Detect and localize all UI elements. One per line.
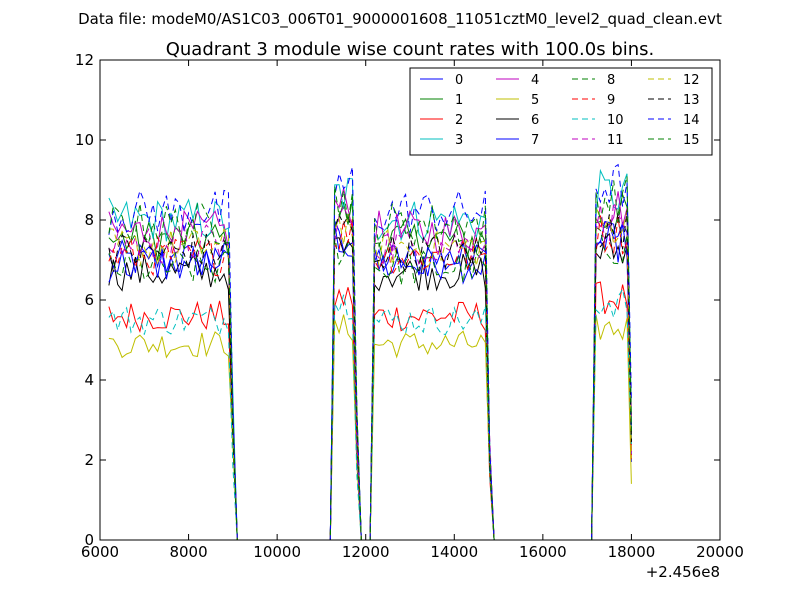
- legend-label-9: 9: [607, 93, 615, 108]
- series-line-14: [108, 163, 632, 541]
- series-line-10: [108, 287, 632, 541]
- chart-title: Quadrant 3 module wise count rates with …: [166, 39, 655, 60]
- series-line-13: [108, 210, 632, 541]
- x-tick-label: 20000: [696, 543, 744, 561]
- x-tick-label: 10000: [253, 543, 301, 561]
- legend-label-0: 0: [455, 73, 463, 88]
- legend-label-4: 4: [531, 73, 539, 88]
- series-line-3: [108, 168, 632, 541]
- y-tick-label: 2: [84, 451, 94, 469]
- legend-label-6: 6: [531, 113, 539, 128]
- legend-label-10: 10: [607, 113, 624, 128]
- x-tick-label: 12000: [342, 543, 390, 561]
- legend-label-14: 14: [683, 113, 700, 128]
- y-tick-label: 12: [75, 51, 94, 69]
- x-tick-label: 16000: [519, 543, 567, 561]
- legend-label-7: 7: [531, 133, 539, 148]
- legend-box: [409, 67, 713, 156]
- plot-area: [108, 163, 632, 541]
- legend-label-8: 8: [607, 73, 615, 88]
- series-line-9: [108, 215, 632, 541]
- y-tick-label: 0: [84, 531, 94, 549]
- legend-label-11: 11: [607, 133, 624, 148]
- series-line-0: [108, 221, 632, 541]
- x-tick-label: 6000: [81, 543, 119, 561]
- legend-label-12: 12: [683, 73, 700, 88]
- y-tick-label: 8: [84, 211, 94, 229]
- x-tick-label: 14000: [430, 543, 478, 561]
- axis-ticks: 6000 8000 10000 12000 14000 16000 18000 20000 0 2…: [75, 51, 744, 561]
- y-tick-label: 4: [84, 371, 94, 389]
- legend-label-5: 5: [531, 93, 539, 108]
- x-tick-label: 18000: [608, 543, 656, 561]
- series-line-15: [108, 176, 632, 541]
- y-tick-label: 10: [75, 131, 94, 149]
- series-line-12: [108, 206, 632, 541]
- series-line-8: [108, 226, 632, 541]
- legend-label-2: 2: [455, 113, 463, 128]
- series-line-4: [108, 188, 632, 541]
- chart-suptitle: Data file: modeM0/AS1C03_006T01_90000016…: [78, 10, 722, 29]
- series-line-6: [108, 232, 632, 541]
- series-line-11: [108, 202, 632, 541]
- series-line-7: [108, 220, 632, 541]
- legend-label-1: 1: [455, 93, 463, 108]
- legend-label-3: 3: [455, 133, 463, 148]
- x-offset-label: +2.456e8: [646, 563, 720, 581]
- legend-label-13: 13: [683, 93, 700, 108]
- x-tick-label: 8000: [169, 543, 207, 561]
- legend-label-15: 15: [683, 133, 700, 148]
- y-tick-label: 6: [84, 291, 94, 309]
